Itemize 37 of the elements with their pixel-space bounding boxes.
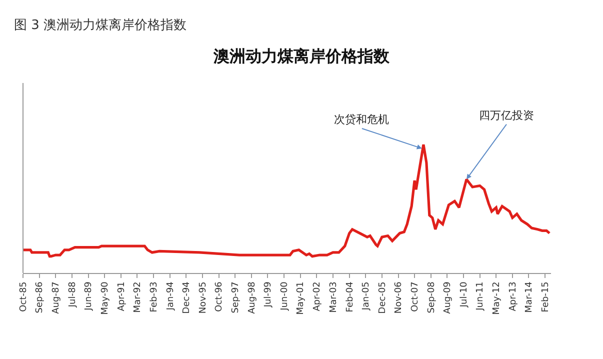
chart-title: 澳洲动力煤离岸价格指数: [212, 46, 390, 66]
x-tick-label: Oct-07: [410, 282, 420, 312]
x-tick-label: May-01: [296, 282, 306, 315]
caption: 图 3 澳洲动力煤离岸价格指数: [14, 17, 187, 33]
x-tick-label: Jul-99: [264, 281, 274, 308]
annotation: 次贷和危机: [334, 113, 389, 126]
x-tick-label: Apr-13: [508, 282, 518, 312]
x-tick-label: Nov-95: [198, 282, 208, 314]
x-tick-label: Oct-96: [214, 281, 225, 312]
x-tick-label: Aug-87: [52, 282, 62, 314]
x-tick-label: Jun-11: [476, 282, 486, 312]
x-tick-label: Nov-06: [394, 281, 404, 314]
x-tick-label: May-12: [492, 282, 502, 315]
x-tick-label: Aug-09: [443, 281, 454, 314]
x-tick-label: Sep-86: [35, 281, 46, 314]
x-tick-label: Mar-92: [133, 282, 144, 313]
x-tick-label: Sep-08: [426, 281, 437, 314]
x-tick-label: Dec-05: [378, 282, 388, 314]
x-tick-label: Feb-15: [541, 282, 552, 312]
x-tick-label: Feb-04: [345, 281, 356, 312]
x-tick-label: Jan-94: [166, 281, 176, 312]
annotation: 四万亿投资: [479, 109, 534, 122]
x-tick-label: Dec-94: [182, 281, 192, 314]
x-tick-label: Mar-03: [328, 282, 339, 313]
x-tick-label: Jun-00: [280, 281, 290, 312]
x-tick-label: May-90: [100, 281, 110, 315]
x-tick-label: Jan-05: [362, 282, 372, 312]
x-tick-label: Aug-98: [247, 281, 258, 314]
x-tick-label: Jul-88: [68, 281, 78, 308]
x-tick-label: Feb-93: [150, 282, 160, 312]
x-tick-label: Jul-10: [459, 281, 470, 308]
x-tick-label: Mar-14: [524, 281, 535, 313]
x-tick-label: Jun-89: [84, 281, 94, 312]
x-tick-label: Apr-91: [116, 282, 127, 312]
x-tick-label: Oct-85: [18, 282, 29, 312]
x-tick-label: Apr-02: [312, 282, 323, 312]
x-tick-label: Sep-97: [231, 282, 242, 314]
